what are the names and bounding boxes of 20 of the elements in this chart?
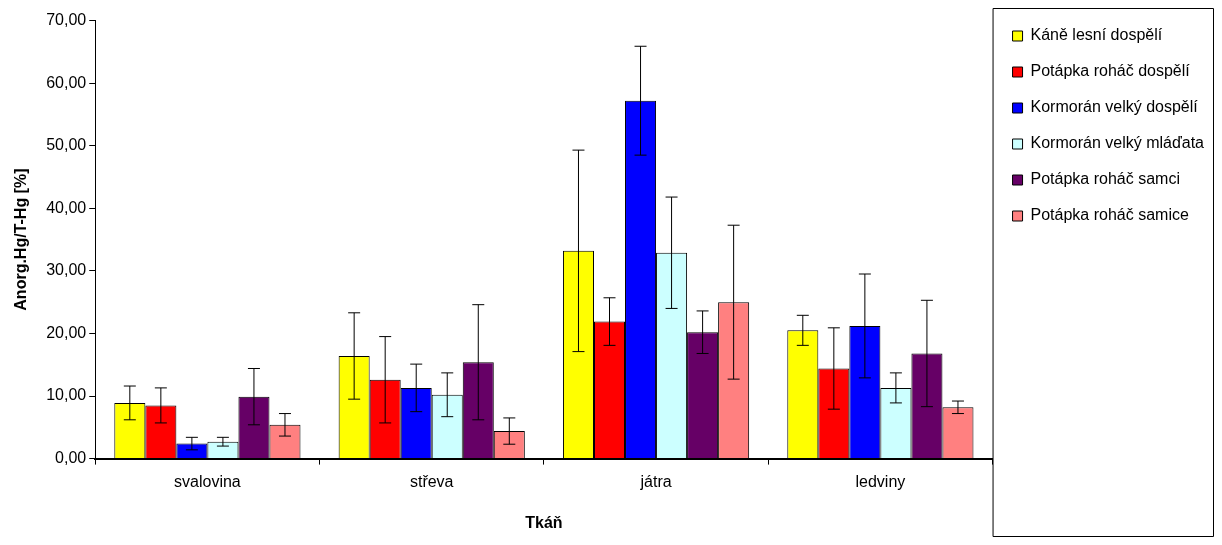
y-tick-label: 0,00 [55,449,87,467]
legend-label: Potápka roháč samci [1030,170,1180,188]
legend-label: Kormorán velký dospělí [1030,98,1199,116]
y-axis-title: Anorg.Hg/T-Hg [%] [12,168,30,311]
x-tick-label: střeva [409,472,454,490]
x-tick-label: játra [639,472,672,490]
legend-label: Káně lesní dospělí [1030,26,1163,44]
x-axis-title: Tkáň [525,513,563,531]
x-tick-label: svalovina [174,472,241,490]
y-tick-label: 50,00 [46,136,87,154]
legend-label: Potápka roháč samice [1030,206,1189,224]
x-tick-label: ledviny [855,472,906,490]
y-tick-label: 10,00 [46,386,87,404]
y-tick-label: 30,00 [46,261,87,279]
legend-label: Potápka roháč dospělí [1030,62,1191,80]
legend-label: Kormorán velký mláďata [1030,134,1205,152]
y-tick-label: 20,00 [46,323,87,341]
y-tick-label: 70,00 [46,11,87,29]
y-tick-label: 60,00 [46,73,87,91]
y-tick-label: 40,00 [46,198,87,216]
